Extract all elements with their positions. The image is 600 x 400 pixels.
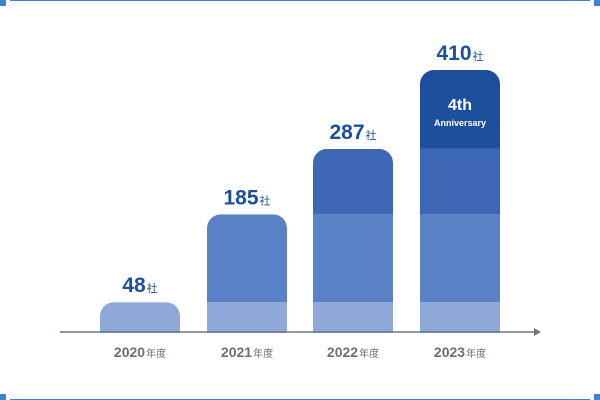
x-tick-year: 2023 (434, 344, 465, 360)
x-tick-year: 2022 (327, 344, 358, 360)
bar-segment-2022-2 (313, 214, 393, 303)
x-axis (60, 328, 541, 336)
frame-corner-top-left (0, 0, 6, 6)
x-tick-year: 2020 (114, 344, 145, 360)
frame-corner-top-right (594, 0, 600, 6)
bar-segment-2023-1 (420, 302, 500, 333)
data-label-unit: 社 (473, 49, 484, 63)
bar-segment-2023-2 (420, 214, 500, 303)
x-tick-label-2021: 2021年度 (221, 344, 273, 360)
data-label-unit: 社 (260, 193, 271, 207)
bar-segment-2020-1 (100, 302, 180, 333)
x-tick-label-2022: 2022年度 (327, 344, 379, 360)
data-label-2022: 287社 (329, 121, 376, 144)
anniversary-number: 4th (448, 97, 472, 114)
bar-segment-2022-1 (313, 302, 393, 333)
x-tick-year: 2021 (221, 344, 252, 360)
data-label-unit: 社 (147, 281, 158, 295)
x-tick-suffix: 年度 (359, 347, 379, 360)
bars-group (100, 70, 500, 333)
bar-segment-2023-3 (420, 148, 500, 215)
data-label-value: 410 (436, 42, 471, 65)
bar-2021 (207, 214, 287, 333)
data-label-2020: 48社 (122, 274, 157, 297)
anniversary-text: Anniversary (434, 118, 486, 128)
data-label-value: 287 (329, 121, 364, 144)
bar-segment-2021-1 (207, 302, 287, 333)
bar-2020 (100, 302, 180, 333)
bar-segment-2021-2 (207, 214, 287, 303)
x-tick-suffix: 年度 (146, 347, 166, 360)
x-tick-labels: 2020年度 2021年度 2022年度 2023年度 (114, 344, 486, 360)
data-label-unit: 社 (366, 128, 377, 142)
x-axis-arrow-icon (534, 328, 541, 336)
data-label-value: 185 (223, 186, 258, 209)
x-tick-suffix: 年度 (466, 347, 486, 360)
bar-2022 (313, 148, 393, 333)
frame-corner-bottom-left (0, 394, 6, 400)
anniversary-annotation: 4th Anniversary (434, 97, 486, 128)
bar-segment-2022-3 (313, 148, 393, 215)
x-tick-label-2023: 2023年度 (434, 344, 486, 360)
bar-2023 (420, 70, 500, 333)
data-label-2023: 410社 (436, 42, 483, 65)
x-tick-label-2020: 2020年度 (114, 344, 166, 360)
data-label-value: 48 (122, 274, 146, 297)
frame-corner-bottom-right (594, 394, 600, 400)
data-label-2021: 185社 (223, 186, 270, 209)
bar-segment-2023-4 (420, 70, 500, 149)
x-tick-suffix: 年度 (253, 347, 273, 360)
